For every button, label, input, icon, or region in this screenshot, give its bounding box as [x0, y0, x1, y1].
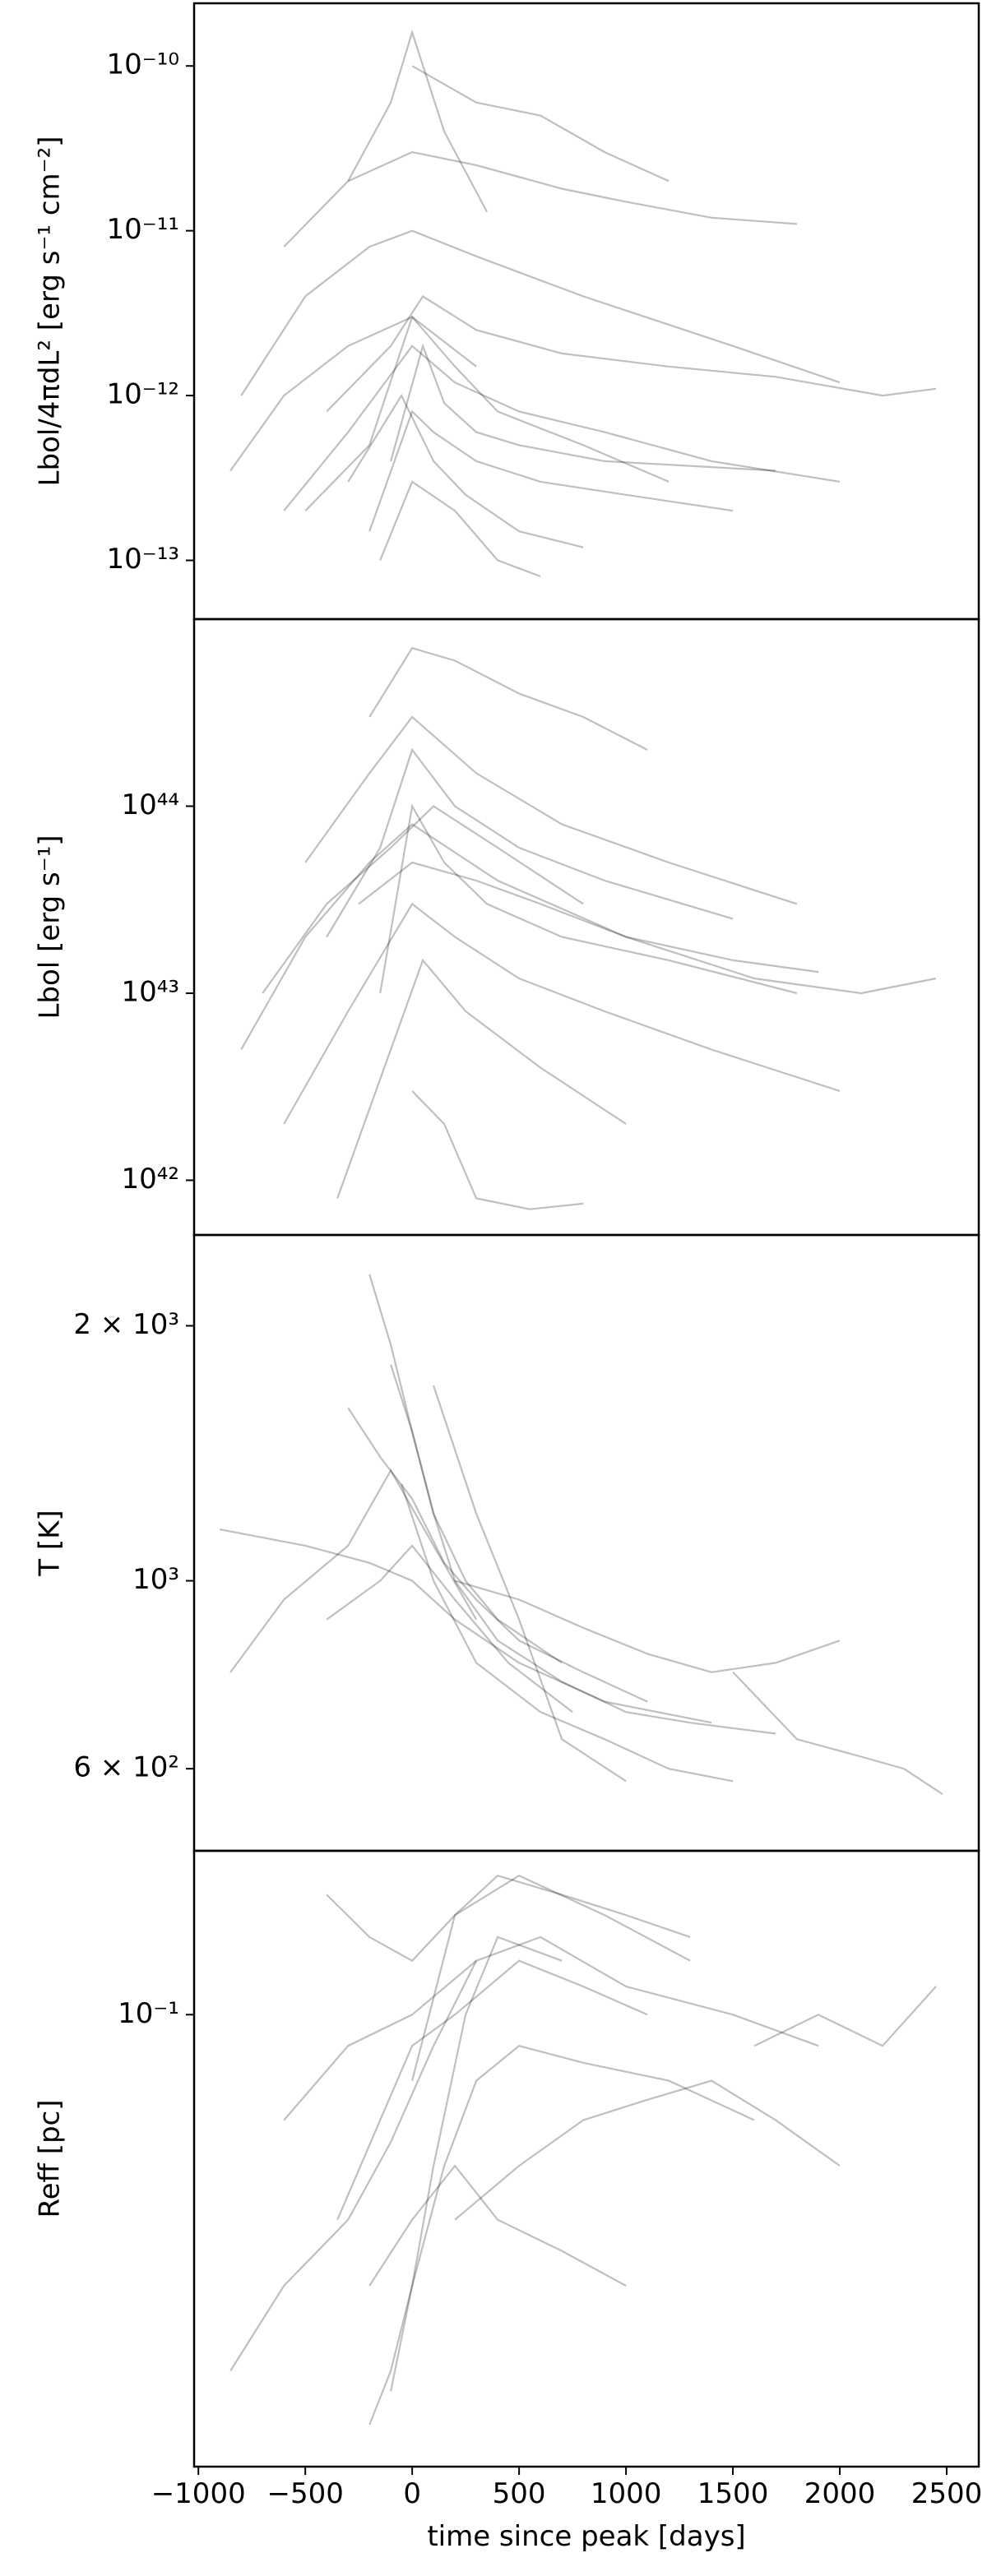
- light-curve: [411, 1874, 691, 2081]
- light-curve: [240, 229, 841, 396]
- x-axis-label: time since peak [days]: [427, 2520, 745, 2553]
- x-tick-label: 500: [493, 2477, 546, 2510]
- light-curve: [283, 150, 798, 247]
- y-axis-label: Reff [pc]: [34, 2099, 67, 2218]
- light-curve: [229, 1468, 478, 1673]
- light-curve: [379, 480, 541, 578]
- light-curve: [401, 1483, 734, 1783]
- y-tick-label: 10⁻¹⁰: [107, 49, 179, 81]
- y-tick-label: 6 × 10²: [73, 1751, 179, 1784]
- light-curve: [433, 1385, 627, 1783]
- light-curve: [283, 345, 841, 511]
- light-curve: [454, 2079, 841, 2221]
- light-curve: [411, 65, 670, 183]
- light-curve: [283, 902, 841, 1125]
- light-curve: [411, 1090, 584, 1210]
- light-curve: [368, 409, 734, 532]
- y-tick-label: 10⁻¹: [118, 1997, 179, 2030]
- light-curve: [326, 747, 734, 938]
- light-curve: [229, 1960, 478, 2372]
- light-curve: [454, 1579, 841, 1673]
- y-axis-label: Lbol [erg s⁻¹]: [34, 835, 67, 1019]
- y-tick-label: 10⁴²: [121, 1163, 179, 1196]
- light-curve: [240, 823, 937, 1051]
- light-curve: [283, 1935, 819, 2121]
- x-tick-label: −500: [266, 2477, 343, 2510]
- light-curve: [336, 1959, 648, 2221]
- light-curve: [326, 1874, 691, 1963]
- light-curve: [326, 1544, 573, 1713]
- light-curve: [262, 805, 584, 994]
- light-curve: [379, 803, 798, 995]
- y-tick-label: 10⁻¹²: [107, 378, 179, 411]
- light-curve: [390, 343, 776, 472]
- light-curve: [336, 958, 627, 1199]
- light-curve: [368, 1274, 563, 1664]
- light-curve: [368, 1935, 563, 2426]
- x-tick-label: −1000: [151, 2477, 246, 2510]
- x-tick-label: 2000: [804, 2477, 876, 2510]
- y-tick-label: 10⁴⁴: [121, 789, 179, 821]
- light-curve: [304, 715, 798, 905]
- y-axis-label: T [K]: [34, 1510, 67, 1576]
- axes-frame: [192, 617, 980, 1237]
- light-curve: [390, 2044, 755, 2392]
- light-curve: [753, 1986, 937, 2047]
- light-curve: [390, 1364, 776, 1735]
- light-curve: [219, 1528, 712, 1724]
- axes-frame: [192, 1849, 980, 2468]
- x-tick-label: 1000: [591, 2477, 662, 2510]
- light-curve: [347, 29, 489, 213]
- y-tick-label: 10³: [132, 1563, 179, 1596]
- y-tick-label: 10⁻¹¹: [107, 213, 179, 246]
- x-tick-label: 0: [403, 2477, 421, 2510]
- axes-frame: [192, 2, 980, 621]
- light-curve: [326, 294, 937, 413]
- y-tick-label: 10⁻¹³: [107, 543, 179, 576]
- light-curve: [229, 316, 477, 472]
- light-curve: [368, 2164, 627, 2287]
- light-curve: [358, 861, 819, 974]
- x-tick-label: 2500: [911, 2477, 983, 2510]
- axes-frame: [192, 1233, 980, 1852]
- y-tick-label: 10⁴³: [121, 975, 179, 1008]
- light-curve: [347, 393, 584, 548]
- y-axis-label: Lbol/4πdL² [erg s⁻¹ cm⁻²]: [34, 136, 67, 487]
- x-tick-label: 1500: [697, 2477, 769, 2510]
- light-curve: [368, 646, 648, 751]
- y-tick-label: 2 × 10³: [73, 1308, 179, 1341]
- light-curve: [304, 315, 670, 511]
- light-curve: [347, 1407, 648, 1703]
- light-curve: [732, 1672, 943, 1795]
